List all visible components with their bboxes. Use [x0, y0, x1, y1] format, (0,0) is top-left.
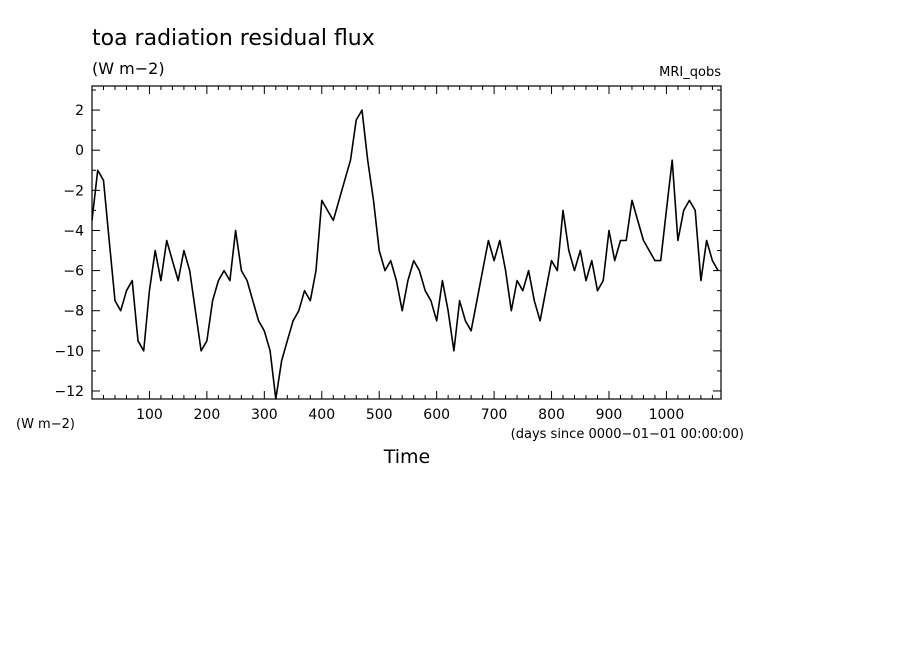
x-axis: 100 200 300 400 500 600 700 800 900 1000 [102, 86, 713, 423]
x-tick-label: 100 [136, 407, 163, 423]
x-tick-label: 500 [366, 407, 393, 423]
chart-title: toa radiation residual flux [92, 26, 375, 51]
y-axis: 2 0 −2 −4 −6 −8 −10 −12 [54, 89, 721, 400]
x-tick-label: 900 [596, 407, 623, 423]
x-tick-label: 700 [481, 407, 508, 423]
units-label: (W m−2) [92, 59, 165, 78]
x-tick-label: 800 [538, 407, 565, 423]
x-tick-label: 200 [194, 407, 221, 423]
y-tick-label: 2 [75, 103, 84, 119]
y-tick-label: −12 [54, 384, 84, 400]
y-tick-label: −10 [54, 344, 84, 360]
y-tick-label: −8 [63, 304, 84, 320]
y-tick-label: −2 [63, 183, 84, 199]
time-units-label: (days since 0000−01−01 00:00:00) [511, 427, 744, 442]
y-tick-label: −6 [63, 264, 84, 280]
series-group [91, 109, 719, 400]
y-tick-label: 0 [75, 143, 84, 159]
x-tick-label: 400 [308, 407, 335, 423]
series-line [91, 109, 719, 400]
model-label: MRI_qobs [659, 65, 721, 80]
x-axis-label: Time [383, 446, 431, 468]
x-tick-label: 300 [251, 407, 278, 423]
y-axis-units: (W m−2) [16, 417, 75, 432]
y-tick-label: −4 [63, 223, 84, 239]
x-tick-label: 1000 [649, 407, 685, 423]
plot-frame [91, 85, 722, 400]
x-tick-label: 600 [423, 407, 450, 423]
